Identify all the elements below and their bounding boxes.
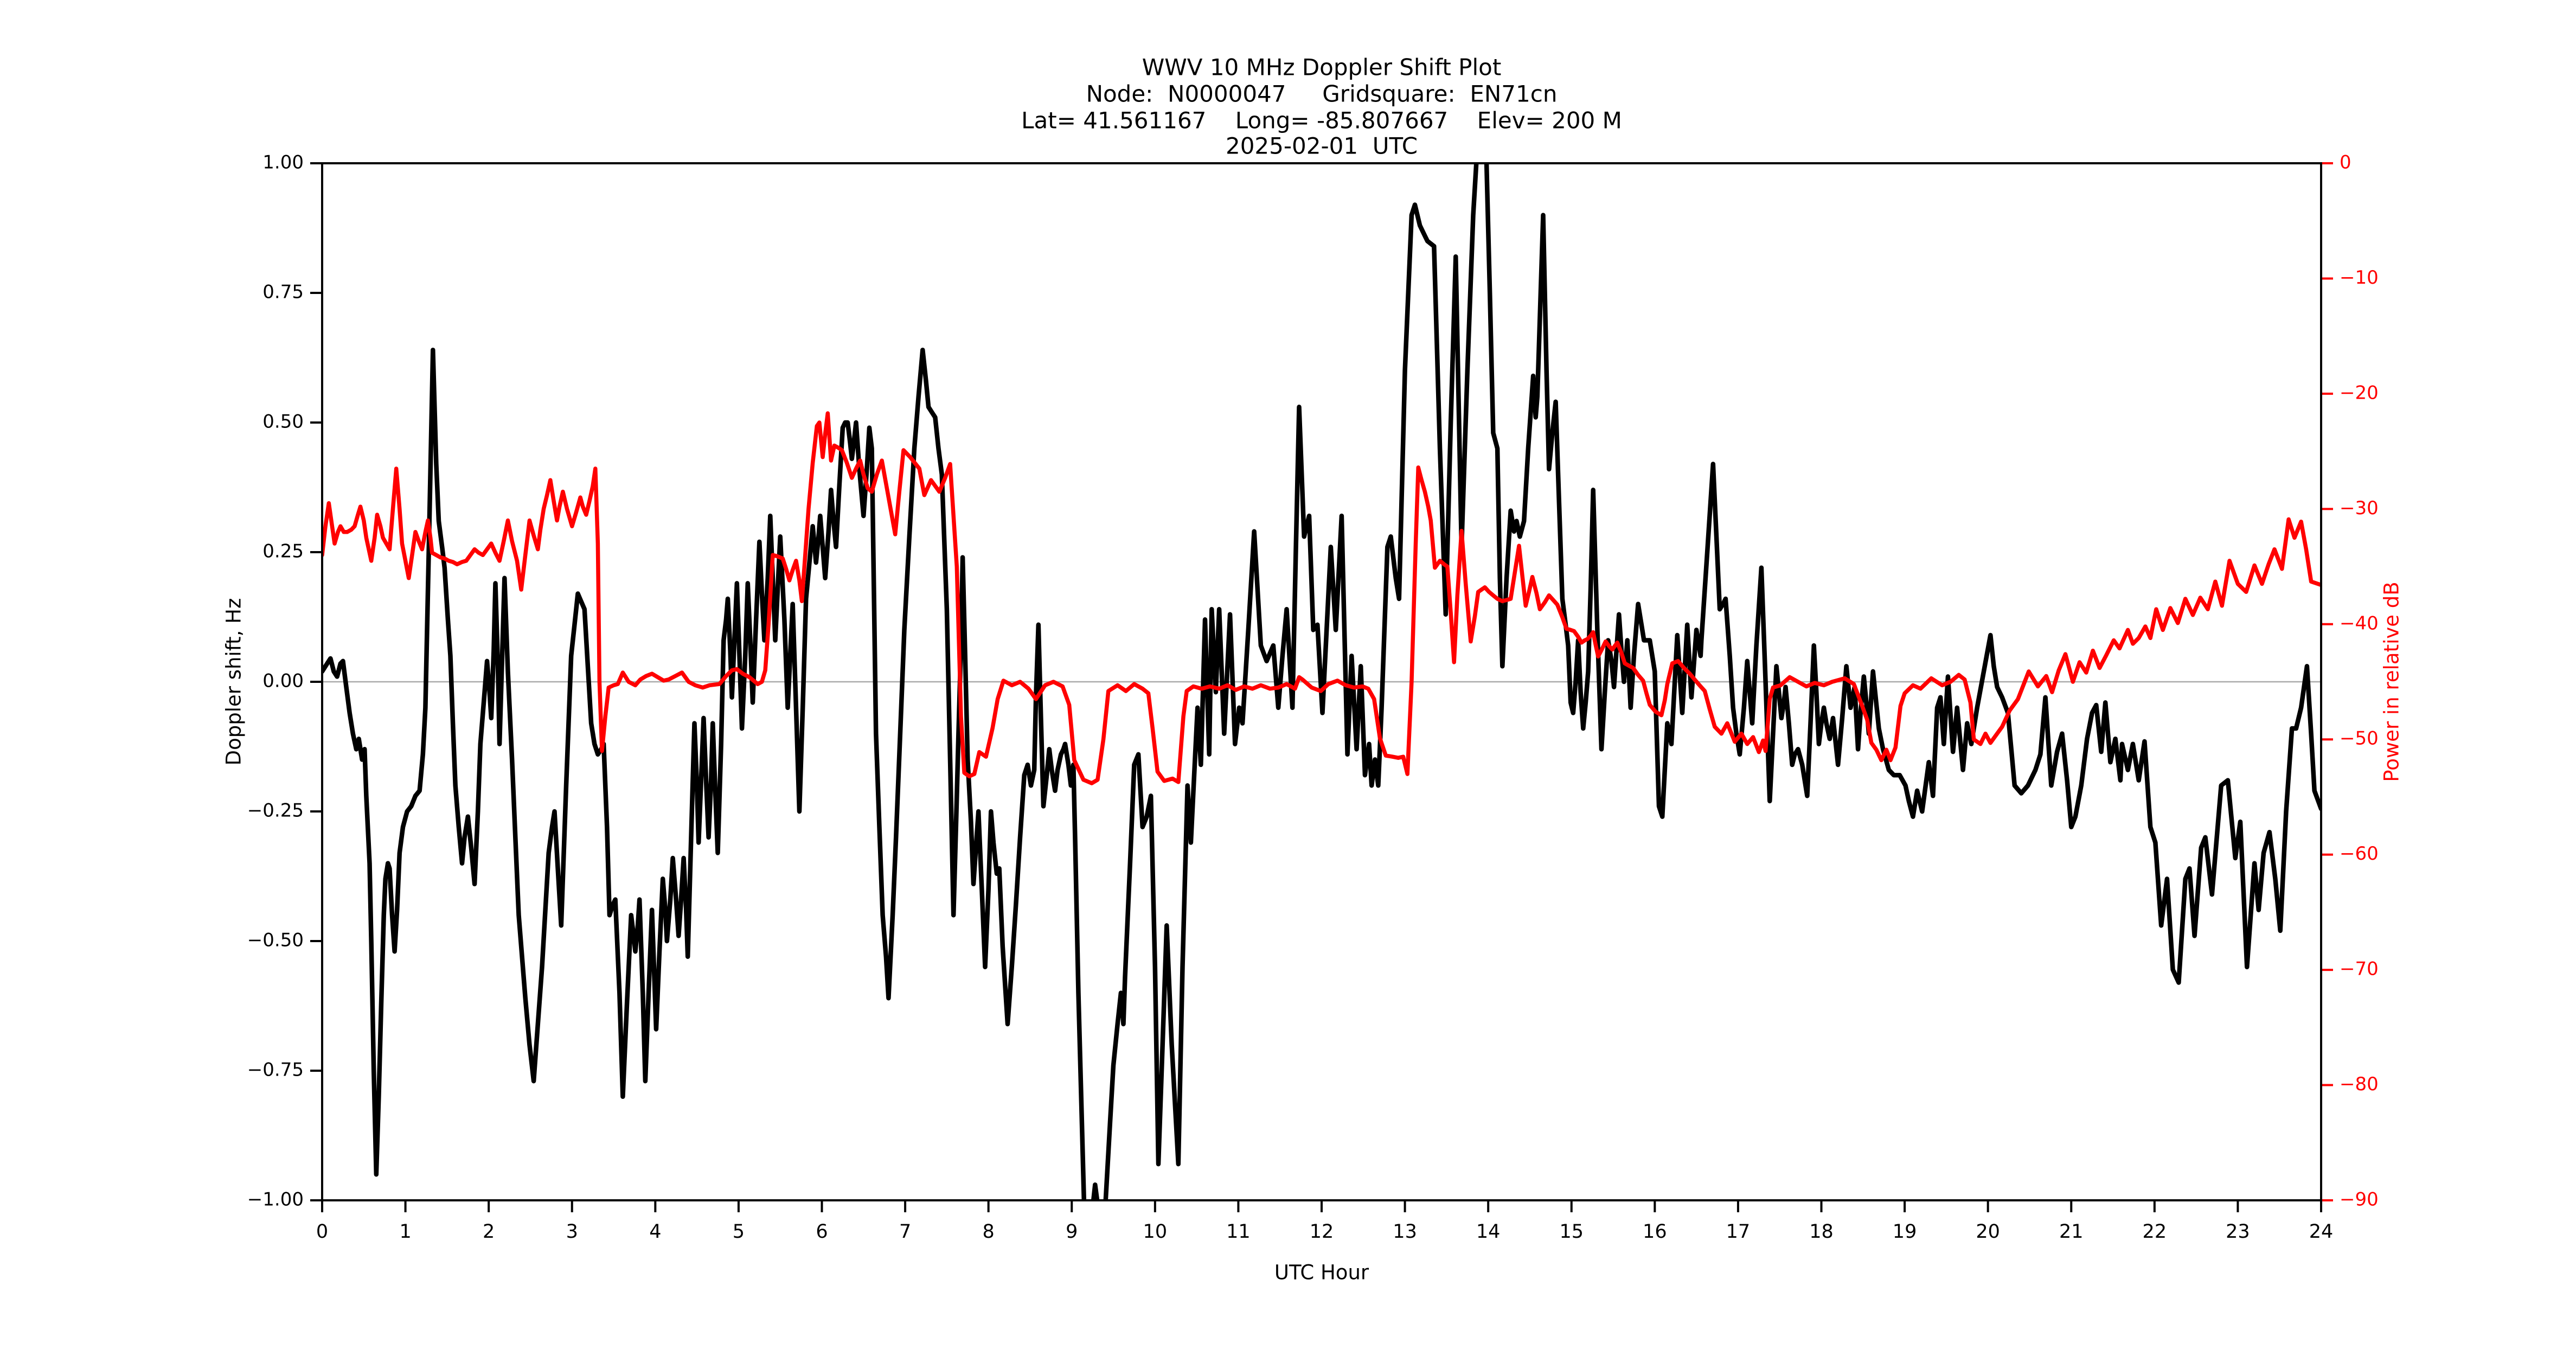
y-axis-label-right: Power in relative dB — [2380, 581, 2404, 782]
chart-title-line1: WWV 10 MHz Doppler Shift Plot — [1142, 54, 1502, 81]
x-axis-tick-label: 16 — [1643, 1221, 1667, 1243]
y-right-tick-label: −60 — [2340, 843, 2379, 865]
y-left-tick-label: −0.75 — [247, 1059, 304, 1081]
x-axis-tick-label: 3 — [566, 1221, 578, 1243]
y-right-tick-label: 0 — [2340, 152, 2351, 174]
y-left-tick-label: 0.50 — [262, 411, 304, 433]
x-axis-tick-label: 5 — [733, 1221, 745, 1243]
doppler_shift_hz-series-line — [322, 163, 2321, 1200]
x-axis-tick-label: 6 — [816, 1221, 828, 1243]
chart-title-line4: 2025-02-01 UTC — [1226, 133, 1418, 159]
y-left-tick-label: 0.25 — [262, 541, 304, 562]
y-right-tick-label: −50 — [2340, 728, 2379, 750]
x-axis-tick-label: 20 — [1976, 1221, 2000, 1243]
y-left-tick-label: −1.00 — [247, 1189, 304, 1211]
chart-title-line2: Node: N0000047 Gridsquare: EN71cn — [1086, 81, 1558, 107]
y-right-tick-label: −30 — [2340, 497, 2379, 519]
x-axis-tick-label: 4 — [649, 1221, 661, 1243]
x-axis-tick-label: 12 — [1310, 1221, 1334, 1243]
y-left-tick-label: 1.00 — [262, 152, 304, 174]
y-left-tick-label: −0.50 — [247, 930, 304, 951]
x-axis-tick-label: 19 — [1893, 1221, 1917, 1243]
x-axis-tick-label: 13 — [1393, 1221, 1417, 1243]
x-axis-label: UTC Hour — [1274, 1261, 1369, 1284]
y-left-tick-label: 0.75 — [262, 282, 304, 303]
power_relative_db-series-line — [322, 411, 2321, 785]
x-axis-tick-label: 18 — [1809, 1221, 1834, 1243]
y-right-tick-label: −80 — [2340, 1073, 2379, 1095]
y-right-tick-label: −20 — [2340, 382, 2379, 404]
y-right-tick-label: −40 — [2340, 612, 2379, 634]
y-right-tick-label: −10 — [2340, 267, 2379, 289]
y-axis-label-left: Doppler shift, Hz — [222, 598, 246, 766]
x-axis-tick-label: 9 — [1066, 1221, 1078, 1243]
x-axis-tick-label: 8 — [983, 1221, 995, 1243]
x-axis-tick-label: 17 — [1726, 1221, 1751, 1243]
chart-title-line3: Lat= 41.561167 Long= -85.807667 Elev= 20… — [1021, 107, 1622, 134]
x-axis-tick-label: 24 — [2309, 1221, 2334, 1243]
y-right-tick-label: −70 — [2340, 958, 2379, 980]
x-axis-tick-label: 2 — [483, 1221, 495, 1243]
x-axis-tick-label: 7 — [899, 1221, 911, 1243]
x-axis-tick-label: 1 — [399, 1221, 411, 1243]
y-right-tick-label: −90 — [2340, 1189, 2379, 1211]
x-axis-tick-label: 10 — [1143, 1221, 1168, 1243]
x-axis-tick-label: 22 — [2143, 1221, 2167, 1243]
x-axis-tick-label: 11 — [1226, 1221, 1251, 1243]
x-axis-tick-label: 21 — [2059, 1221, 2084, 1243]
plot-area: 0 1 2 3 4 5 6 7 8 9 10 11 12 13 14 15 16 17 18 19 20 21 22 23 24… — [247, 152, 2379, 1243]
x-axis-tick-label: 15 — [1559, 1221, 1584, 1243]
y-left-tick-label: −0.25 — [247, 800, 304, 822]
x-axis-tick-label: 14 — [1476, 1221, 1501, 1243]
x-axis-tick-label: 0 — [316, 1221, 328, 1243]
x-axis-tick-label: 23 — [2226, 1221, 2250, 1243]
y-left-tick-label: 0.00 — [262, 670, 304, 692]
axes-spines — [321, 162, 2322, 1201]
